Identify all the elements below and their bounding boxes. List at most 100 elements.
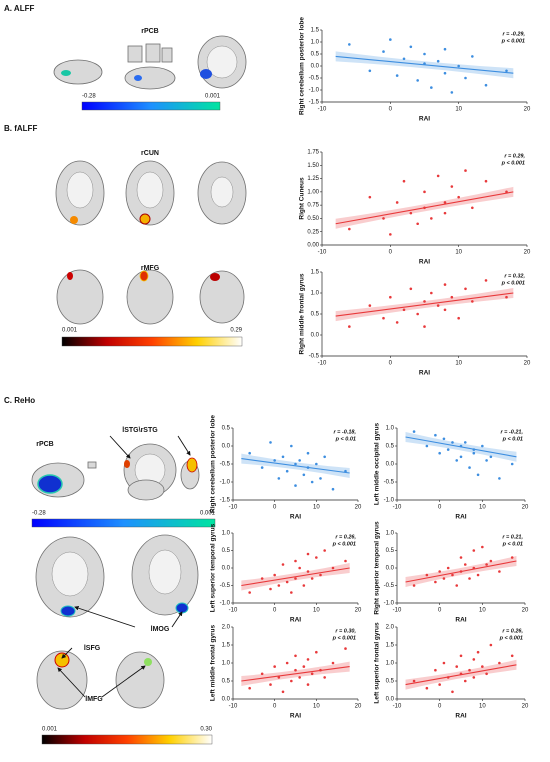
point <box>306 552 310 556</box>
point <box>298 459 301 462</box>
point <box>281 563 285 566</box>
region-label: lMOG <box>151 626 170 633</box>
point <box>442 661 446 665</box>
region-label: rPCB <box>36 441 54 448</box>
point <box>344 647 347 650</box>
point <box>450 91 454 94</box>
x-tick-label: -10 <box>318 250 327 256</box>
y-tick-label: 1.5 <box>311 28 320 34</box>
point <box>457 64 460 68</box>
x-tick-label: 0 <box>389 361 393 367</box>
x-tick-label: -10 <box>318 361 327 367</box>
point <box>294 559 297 563</box>
point <box>489 559 493 563</box>
point <box>260 466 264 469</box>
x-tick-label: 0 <box>273 704 277 710</box>
point <box>472 658 476 661</box>
y-tick-label: -0.5 <box>384 583 395 589</box>
y-tick-label: 1.0 <box>222 661 231 667</box>
annotation: p < 0.01 <box>502 541 523 547</box>
y-tick-label: 0.50 <box>307 216 319 222</box>
point <box>348 227 351 231</box>
point <box>281 690 285 694</box>
point <box>423 62 426 65</box>
y-tick-label: 2.0 <box>222 625 231 631</box>
region-label: rCUN <box>141 150 159 157</box>
y-tick-label: 0.25 <box>307 229 319 235</box>
point <box>459 556 463 559</box>
point <box>468 466 471 469</box>
point <box>505 295 508 299</box>
y-tick-label: 0.0 <box>222 444 231 450</box>
point <box>323 676 326 679</box>
y-tick-label: -0.5 <box>220 583 231 589</box>
point <box>457 316 460 320</box>
x-tick-label: -10 <box>318 107 327 113</box>
x-tick-label: 0 <box>273 608 277 614</box>
y-tick-label: 1.25 <box>307 176 319 182</box>
annotation: r = -0.29, <box>503 31 526 37</box>
point <box>294 654 297 658</box>
point <box>505 69 508 73</box>
colorbar <box>41 734 213 745</box>
x-axis-label: RAI <box>290 617 301 624</box>
y-tick-label: 1.0 <box>222 531 231 537</box>
point <box>446 566 450 570</box>
x-tick-label: 10 <box>479 704 486 710</box>
panel-label: B. fALFF <box>4 124 37 133</box>
annotation: r = 0.26, <box>502 628 523 634</box>
point <box>436 174 440 178</box>
point <box>472 566 476 570</box>
y-tick-label: -0.5 <box>309 76 320 82</box>
x-tick-label: 0 <box>389 250 393 256</box>
colorbar-min-label: -0.28 <box>32 511 46 517</box>
point <box>416 312 419 316</box>
annotation: r = -0.21, <box>501 429 524 435</box>
y-tick-label: 0.0 <box>222 566 231 572</box>
point <box>485 459 488 462</box>
colorbar-max-label: 0.29 <box>230 328 242 334</box>
y-tick-label: 0.5 <box>386 444 395 450</box>
point <box>319 668 322 672</box>
point <box>323 455 326 459</box>
x-tick-label: 10 <box>313 704 320 710</box>
y-tick-label: 0.00 <box>307 243 319 249</box>
point <box>425 444 429 448</box>
x-tick-label: 20 <box>522 608 529 614</box>
point <box>434 580 437 584</box>
point <box>331 661 335 665</box>
point <box>423 300 426 303</box>
point <box>290 679 293 683</box>
brain-images-a <box>53 35 247 90</box>
colorbar-max-label: 0.001 <box>200 511 216 517</box>
point <box>285 469 289 473</box>
y-tick-label: -1.0 <box>309 88 320 94</box>
point <box>443 201 447 204</box>
point <box>430 86 433 89</box>
colorbar <box>31 518 216 528</box>
point <box>471 55 474 58</box>
point <box>412 584 416 587</box>
point <box>423 52 426 56</box>
point <box>472 549 476 552</box>
x-tick-label: 10 <box>313 608 320 614</box>
x-tick-label: -10 <box>393 704 402 710</box>
x-axis-label: RAI <box>290 713 301 720</box>
y-tick-label: 1.0 <box>386 661 395 667</box>
annotation: p < 0.001 <box>499 635 523 641</box>
y-tick-label: 0.0 <box>222 697 231 703</box>
point <box>430 217 433 220</box>
point <box>302 584 306 587</box>
point <box>471 206 474 210</box>
x-tick-label: -10 <box>393 505 402 511</box>
point <box>277 676 281 679</box>
point <box>471 300 474 303</box>
point <box>442 577 446 580</box>
point <box>382 217 385 220</box>
x-tick-label: 10 <box>313 505 320 511</box>
point <box>348 325 351 328</box>
point <box>382 50 385 53</box>
point <box>459 570 463 573</box>
point <box>443 283 447 286</box>
